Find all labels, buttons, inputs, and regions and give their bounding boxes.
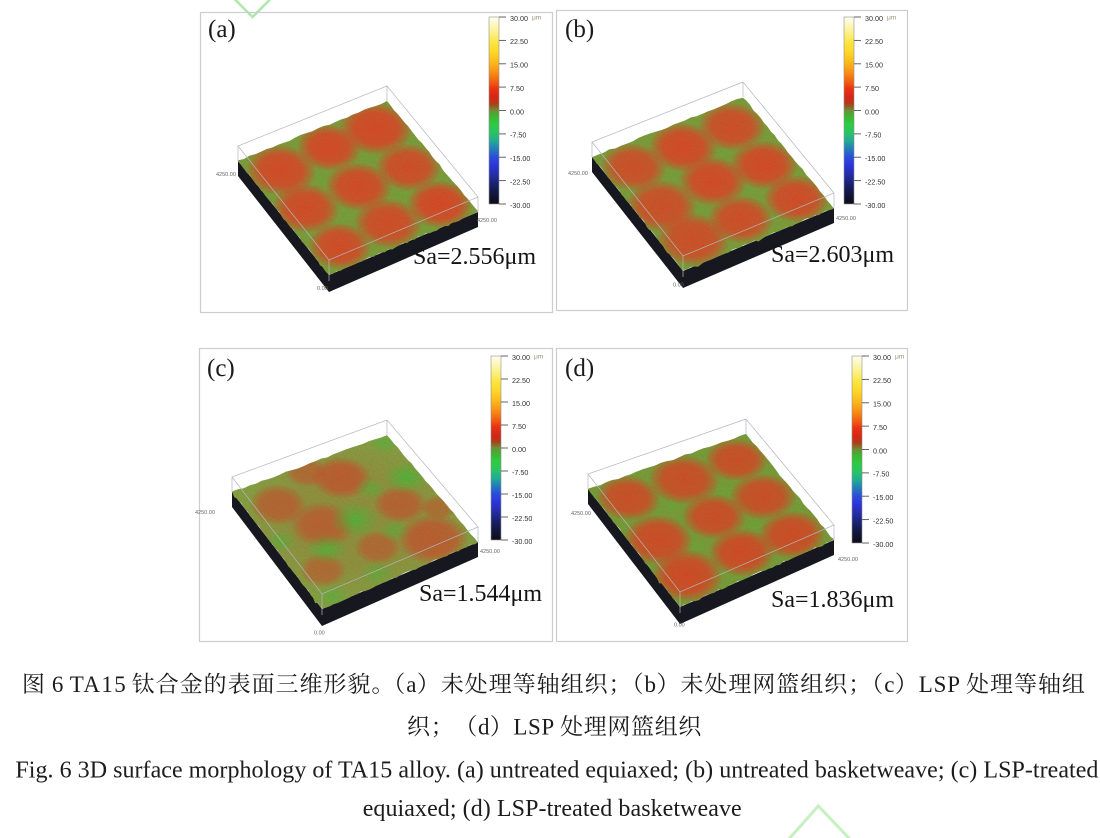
svg-text:-30.00: -30.00 <box>510 201 530 210</box>
svg-text:-15.00: -15.00 <box>510 154 530 163</box>
svg-text:7.50: 7.50 <box>510 84 524 93</box>
svg-text:30.00: 30.00 <box>510 14 528 23</box>
svg-text:0.00: 0.00 <box>673 283 684 289</box>
svg-text:-15.00: -15.00 <box>512 491 532 500</box>
svg-text:4250.00: 4250.00 <box>836 216 856 222</box>
svg-text:-22.50: -22.50 <box>865 177 885 186</box>
svg-text:-7.50: -7.50 <box>873 470 889 479</box>
svg-text:-15.00: -15.00 <box>873 493 893 502</box>
svg-text:30.00: 30.00 <box>873 353 891 362</box>
svg-text:30.00: 30.00 <box>865 14 883 23</box>
svg-text:(b): (b) <box>565 16 594 43</box>
svg-text:Sa=1.836μm: Sa=1.836μm <box>771 587 894 613</box>
svg-text:-15.00: -15.00 <box>865 154 885 163</box>
svg-text:22.50: 22.50 <box>873 376 891 385</box>
svg-text:7.50: 7.50 <box>512 422 526 431</box>
svg-text:4250.00: 4250.00 <box>571 511 591 517</box>
svg-text:0.00: 0.00 <box>510 107 524 116</box>
svg-text:-30.00: -30.00 <box>873 540 893 549</box>
svg-text:0.00: 0.00 <box>674 623 685 629</box>
svg-text:6: 6 <box>52 672 64 697</box>
svg-text:7.50: 7.50 <box>865 84 879 93</box>
svg-text:μm: μm <box>895 354 905 361</box>
svg-text:15.00: 15.00 <box>865 61 883 70</box>
svg-text:30.00: 30.00 <box>512 353 530 362</box>
svg-text:(c): (c) <box>207 355 235 382</box>
svg-text:-22.50: -22.50 <box>873 516 893 525</box>
svg-text:Fig. 6 3D surface morphology o: Fig. 6 3D surface morphology of TA15 all… <box>15 758 1098 784</box>
svg-text:(a): (a) <box>208 16 236 43</box>
svg-text:μm: μm <box>887 15 897 22</box>
svg-text:4250.00: 4250.00 <box>195 510 215 516</box>
svg-text:22.50: 22.50 <box>510 37 528 46</box>
svg-text:a: a <box>406 672 416 697</box>
svg-text:-30.00: -30.00 <box>865 201 885 210</box>
svg-text:Sa=2.603μm: Sa=2.603μm <box>771 242 894 268</box>
svg-text:Sa=2.556μm: Sa=2.556μm <box>413 244 536 270</box>
svg-text:0.00: 0.00 <box>314 631 325 637</box>
svg-text:-22.50: -22.50 <box>510 177 530 186</box>
svg-text:-30.00: -30.00 <box>512 537 532 546</box>
svg-text:15.00: 15.00 <box>873 400 891 409</box>
svg-text:c: c <box>884 672 894 697</box>
svg-text:(d): (d) <box>565 355 594 382</box>
svg-text:4250.00: 4250.00 <box>480 549 500 555</box>
svg-text:-7.50: -7.50 <box>510 131 526 140</box>
svg-text:TA15: TA15 <box>70 672 126 697</box>
svg-text:15.00: 15.00 <box>512 399 530 408</box>
svg-text:LSP: LSP <box>919 672 960 697</box>
svg-text:b: b <box>645 672 657 697</box>
svg-text:7.50: 7.50 <box>873 423 887 432</box>
svg-text:4250.00: 4250.00 <box>477 218 497 224</box>
svg-text:22.50: 22.50 <box>865 37 883 46</box>
svg-text:-22.50: -22.50 <box>512 514 532 523</box>
svg-text:0.00: 0.00 <box>873 446 887 455</box>
svg-text:15.00: 15.00 <box>510 61 528 70</box>
svg-text:0.00: 0.00 <box>865 107 879 116</box>
svg-text:LSP: LSP <box>513 715 554 740</box>
svg-text:-7.50: -7.50 <box>865 131 881 140</box>
svg-text:μm: μm <box>534 354 544 361</box>
svg-text:22.50: 22.50 <box>512 376 530 385</box>
svg-text:0.00: 0.00 <box>512 445 526 454</box>
svg-text:0.00: 0.00 <box>317 286 328 292</box>
svg-text:4250.00: 4250.00 <box>838 557 858 563</box>
svg-text:-7.50: -7.50 <box>512 468 528 477</box>
svg-text:d: d <box>478 715 490 740</box>
svg-text:equiaxed; (d) LSP-treated bask: equiaxed; (d) LSP-treated basketweave <box>363 796 742 822</box>
svg-text:μm: μm <box>532 15 542 22</box>
svg-text:4250.00: 4250.00 <box>216 172 236 178</box>
svg-text:4250.00: 4250.00 <box>568 171 588 177</box>
svg-text:Sa=1.544μm: Sa=1.544μm <box>419 581 542 607</box>
